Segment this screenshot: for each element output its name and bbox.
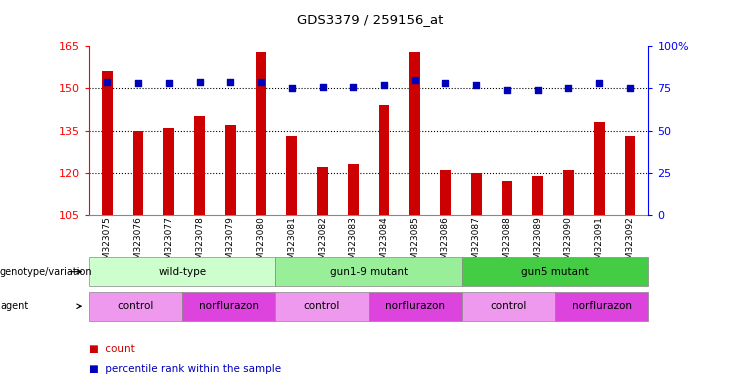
Point (378, 82, 390, 88)
Text: control: control (491, 301, 527, 311)
Bar (471, 173, 482, 215)
Point (286, 85, 298, 91)
Bar (594, 122, 605, 215)
Point (501, 87, 513, 93)
Point (562, 85, 574, 91)
Point (471, 82, 482, 88)
Bar (625, 136, 635, 215)
Bar (409, 52, 420, 215)
Bar (440, 170, 451, 215)
Text: norflurazon: norflurazon (199, 301, 259, 311)
Text: ■  percentile rank within the sample: ■ percentile rank within the sample (89, 364, 281, 374)
Bar (164, 128, 174, 215)
Point (532, 87, 544, 93)
Point (594, 80, 605, 86)
Point (132, 80, 144, 86)
Bar (379, 105, 390, 215)
Bar (102, 71, 113, 215)
Point (193, 78, 205, 84)
Bar (317, 167, 328, 215)
Text: ■  count: ■ count (89, 344, 135, 354)
Text: control: control (117, 301, 153, 311)
Bar (194, 116, 205, 215)
Bar (225, 125, 236, 215)
Bar (348, 164, 359, 215)
Text: control: control (304, 301, 340, 311)
Text: gun5 mutant: gun5 mutant (521, 266, 589, 277)
Point (624, 85, 636, 91)
Text: norflurazon: norflurazon (385, 301, 445, 311)
Bar (502, 181, 512, 215)
Point (348, 84, 359, 90)
Point (316, 84, 328, 90)
Bar (532, 175, 543, 215)
Point (163, 80, 175, 86)
Bar (256, 52, 267, 215)
Text: wild-type: wild-type (158, 266, 206, 277)
Point (439, 80, 451, 86)
Point (255, 78, 267, 84)
Point (225, 78, 236, 84)
Point (102, 78, 113, 84)
Bar (287, 136, 297, 215)
Text: norflurazon: norflurazon (572, 301, 632, 311)
Bar (133, 131, 144, 215)
Text: genotype/variation: genotype/variation (0, 266, 93, 277)
Bar (563, 170, 574, 215)
Point (409, 77, 421, 83)
Text: gun1-9 mutant: gun1-9 mutant (330, 266, 408, 277)
Text: agent: agent (0, 301, 28, 311)
Text: GDS3379 / 259156_at: GDS3379 / 259156_at (297, 13, 444, 26)
